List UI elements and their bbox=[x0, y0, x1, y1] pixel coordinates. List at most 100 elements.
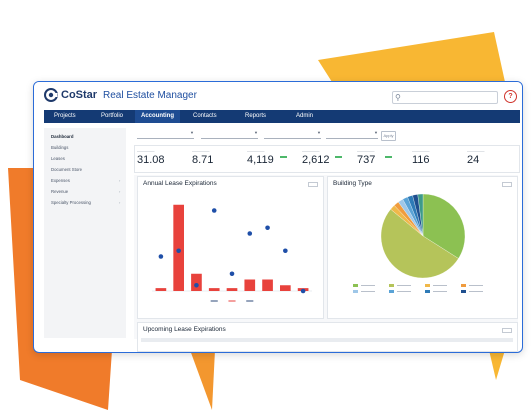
nav-item-portfolio[interactable]: Portfolio bbox=[101, 113, 124, 119]
main-nav: Projects Portfolio Accounting Contacts R… bbox=[44, 110, 520, 123]
kpi-row: ————— 31.08 ————— 8.71 ————— 4,119 —————… bbox=[134, 145, 520, 173]
chevron-right-icon: › bbox=[119, 178, 121, 183]
legend-label-placeholder bbox=[397, 285, 411, 286]
nav-item-projects[interactable]: Projects bbox=[54, 113, 76, 119]
chevron-right-icon: › bbox=[119, 200, 121, 205]
kpi-value: 8.71 bbox=[192, 154, 214, 166]
help-icon[interactable]: ? bbox=[504, 90, 517, 103]
table-header-row bbox=[141, 338, 513, 342]
data-point[interactable] bbox=[229, 271, 235, 277]
kpi-tile: ————— 737 bbox=[357, 149, 375, 167]
legend-label-placeholder bbox=[433, 291, 447, 292]
bar[interactable] bbox=[208, 288, 220, 291]
data-point[interactable] bbox=[158, 254, 164, 259]
card-menu-icon[interactable] bbox=[502, 182, 512, 187]
legend-swatch bbox=[389, 290, 394, 293]
kpi-value: 4,119 bbox=[247, 154, 274, 166]
data-point[interactable] bbox=[247, 231, 253, 236]
trend-indicator bbox=[335, 156, 342, 158]
title-bar: CoStar Real Estate Manager ⚲ ? bbox=[34, 82, 522, 109]
legend-swatch bbox=[461, 290, 466, 293]
kpi-label-placeholder: ————— bbox=[192, 149, 210, 153]
bar[interactable] bbox=[155, 288, 167, 291]
sidebar-item-document-store[interactable]: Document Store bbox=[51, 167, 83, 172]
legend-swatch bbox=[425, 284, 430, 287]
legend-label-placeholder bbox=[469, 285, 483, 286]
data-point[interactable] bbox=[265, 225, 270, 231]
filter-dropdown-2[interactable]: ▼ bbox=[201, 130, 258, 139]
sidebar: Dashboard Buildings Leases Document Stor… bbox=[44, 128, 126, 338]
trend-indicator bbox=[385, 156, 392, 158]
nav-item-contacts[interactable]: Contacts bbox=[193, 113, 217, 119]
legend-label-placeholder bbox=[433, 285, 447, 286]
sidebar-item-buildings[interactable]: Buildings bbox=[51, 145, 69, 150]
data-point[interactable] bbox=[300, 288, 306, 294]
lease-expirations-card: Annual Lease Expirations bbox=[137, 176, 324, 319]
yellow-shape-lower bbox=[489, 350, 505, 380]
kpi-tile: ————— 2,612 bbox=[302, 149, 330, 167]
bar[interactable] bbox=[244, 279, 256, 292]
card-menu-icon[interactable] bbox=[308, 182, 318, 187]
chevron-right-icon: › bbox=[119, 189, 121, 194]
filter-dropdown-4[interactable]: ▼ bbox=[326, 130, 378, 139]
lease-expirations-chart bbox=[152, 204, 312, 302]
bar[interactable] bbox=[191, 273, 202, 291]
nav-item-accounting[interactable]: Accounting bbox=[135, 110, 180, 123]
bar[interactable] bbox=[262, 279, 273, 292]
kpi-label-placeholder: ————— bbox=[137, 149, 155, 153]
card-menu-icon[interactable] bbox=[502, 328, 512, 333]
caret-down-icon: ▼ bbox=[374, 130, 378, 135]
kpi-tile: ————— 116 bbox=[412, 149, 430, 167]
legend-label-placeholder bbox=[361, 291, 375, 292]
kpi-label-placeholder: ————— bbox=[412, 149, 430, 153]
sidebar-item-leases[interactable]: Leases bbox=[51, 156, 65, 161]
building-type-pie bbox=[380, 193, 466, 279]
sidebar-item-expenses[interactable]: Expenses bbox=[51, 178, 70, 183]
filter-dropdown-1[interactable]: ▼ bbox=[137, 130, 194, 139]
bar[interactable] bbox=[173, 204, 184, 291]
costar-logo: CoStar bbox=[44, 88, 97, 102]
data-point[interactable] bbox=[194, 282, 199, 288]
search-input[interactable]: ⚲ bbox=[392, 91, 498, 104]
app-name: Real Estate Manager bbox=[103, 90, 197, 101]
filter-dropdown-3[interactable]: ▼ bbox=[264, 130, 321, 139]
card-title: Upcoming Lease Expirations bbox=[143, 326, 226, 333]
kpi-tile: ————— 24 bbox=[467, 149, 485, 167]
app-window: CoStar Real Estate Manager ⚲ ? Projects … bbox=[33, 81, 523, 353]
legend-swatch bbox=[389, 284, 394, 287]
kpi-tile: ————— 31.08 bbox=[137, 149, 165, 167]
legend-swatch bbox=[425, 290, 430, 293]
caret-down-icon: ▼ bbox=[190, 130, 194, 135]
apply-button[interactable]: Apply bbox=[381, 131, 396, 141]
caret-down-icon: ▼ bbox=[317, 130, 321, 135]
kpi-tile: ————— 4,119 bbox=[247, 149, 274, 167]
upcoming-lease-expirations-card: Upcoming Lease Expirations bbox=[137, 322, 518, 352]
pie-legend bbox=[353, 284, 503, 314]
legend-label-placeholder bbox=[397, 291, 411, 292]
sidebar-item-revenue[interactable]: Revenue bbox=[51, 189, 69, 194]
pie-slice[interactable] bbox=[380, 209, 459, 279]
bar[interactable] bbox=[280, 285, 291, 291]
bar[interactable] bbox=[226, 288, 238, 291]
kpi-value: 24 bbox=[467, 154, 480, 166]
sidebar-item-specialty-processing[interactable]: Specialty Processing bbox=[51, 200, 91, 205]
nav-item-admin[interactable]: Admin bbox=[296, 113, 314, 119]
data-point[interactable] bbox=[211, 208, 217, 213]
kpi-label-placeholder: ————— bbox=[357, 149, 375, 153]
trend-indicator bbox=[280, 156, 287, 158]
sidebar-item-dashboard[interactable]: Dashboard bbox=[51, 134, 74, 139]
legend-label-placeholder bbox=[469, 291, 483, 292]
pie-slice[interactable] bbox=[422, 193, 466, 259]
search-icon: ⚲ bbox=[395, 93, 401, 102]
data-point[interactable] bbox=[283, 248, 288, 254]
kpi-tile: ————— 8.71 bbox=[192, 149, 213, 167]
legend-swatch bbox=[461, 284, 466, 287]
pie-slice[interactable] bbox=[417, 193, 424, 237]
nav-item-reports[interactable]: Reports bbox=[245, 113, 267, 119]
kpi-label-placeholder: ————— bbox=[467, 149, 485, 153]
orange-shape-lower bbox=[190, 350, 215, 410]
kpi-value: 31.08 bbox=[137, 154, 165, 166]
kpi-value: 737 bbox=[357, 154, 376, 166]
data-point[interactable] bbox=[176, 248, 181, 254]
card-title: Building Type bbox=[333, 180, 372, 187]
